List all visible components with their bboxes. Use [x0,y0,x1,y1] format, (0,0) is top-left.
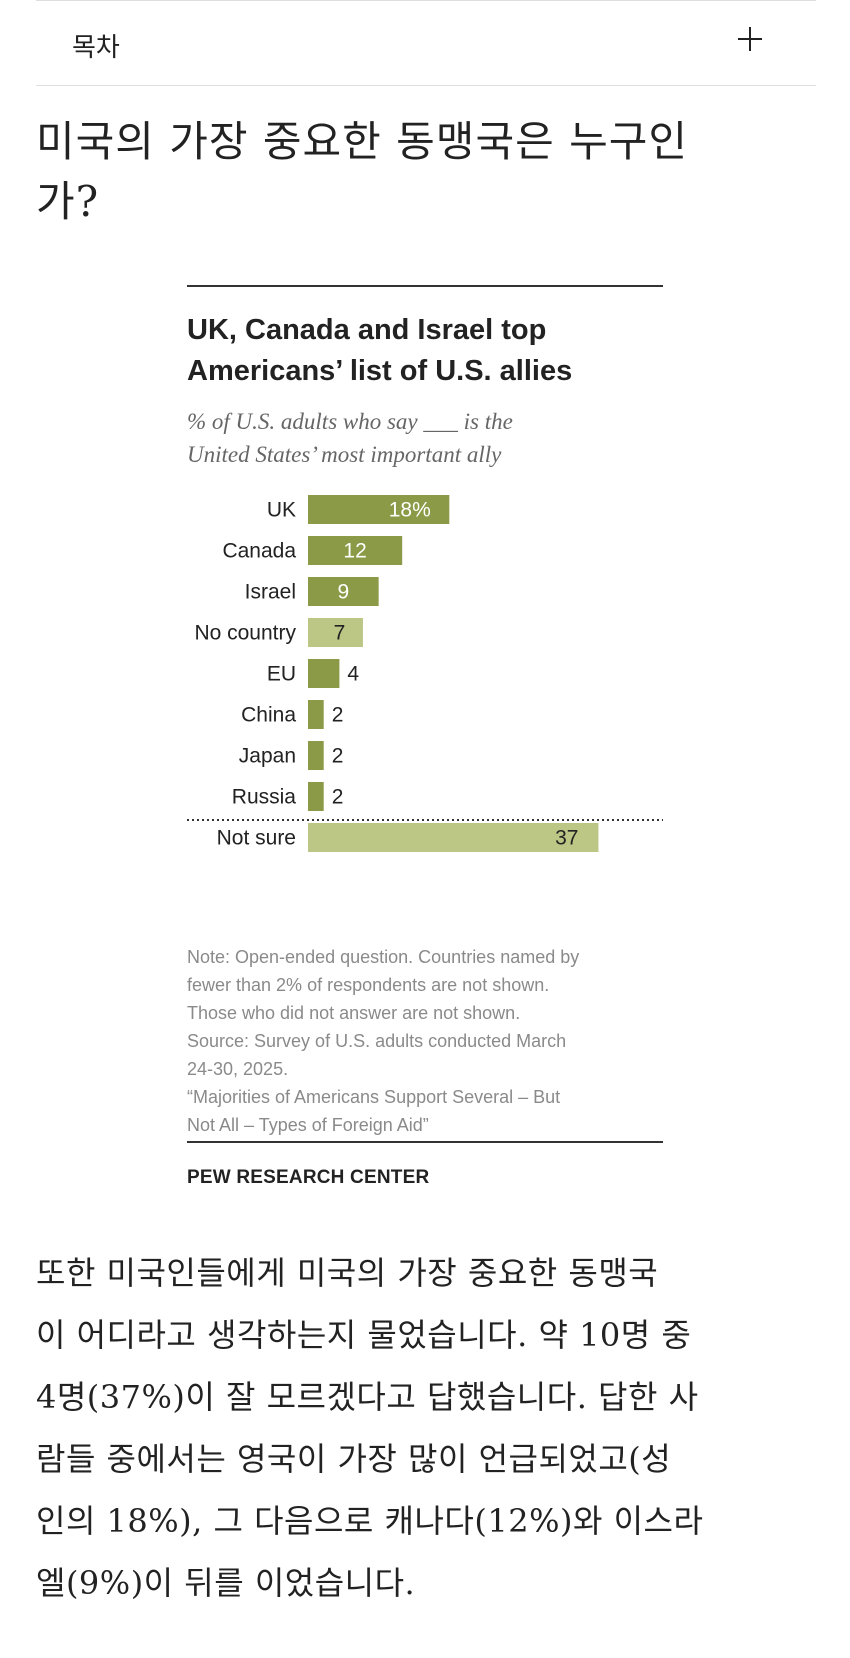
value-label: 7 [334,622,346,645]
value-label: 2 [332,745,344,768]
category-label: EU [267,663,296,686]
value-label: 4 [347,663,359,686]
note-line: “Majorities of Americans Support Several… [187,1087,561,1107]
bar-no-country [308,618,363,647]
chart-subtitle-line: United States’ most important ally [187,442,502,467]
paragraph-line: 4명(37%)이 잘 모르겠다고 답했습니다. 답한 사 [36,1378,699,1416]
chart-figure: UK, Canada and Israel top Americans’ lis… [187,285,663,1213]
figure-top-rule [187,285,663,287]
chart-title: UK, Canada and Israel top Americans’ lis… [187,310,663,392]
chart-title-line: UK, Canada and Israel top [187,314,547,346]
note-line: Source: Survey of U.S. adults conducted … [187,1031,567,1051]
bar-russia [308,782,324,811]
article-paragraph: 또한 미국인들에게 미국의 가장 중요한 동맹국 이 어디라고 생각하는지 물었… [36,1242,816,1614]
toc-label: 목차 [72,33,120,63]
value-label: 18% [389,499,431,522]
note-line: Not All – Types of Foreign Aid” [187,1115,429,1135]
bar-eu [308,659,340,688]
page-heading: 미국의 가장 중요한 동맹국은 누구인 가? [36,112,796,232]
chart-title-line: Americans’ list of U.S. allies [187,355,573,387]
value-label: 2 [332,786,344,809]
source-organization: PEW RESEARCH CENTER [187,1167,430,1188]
category-label: No country [194,622,296,645]
paragraph-line: 엘(9%)이 뒤를 이었습니다. [36,1564,416,1602]
plus-icon[interactable] [736,25,764,53]
category-label: Israel [245,581,296,604]
paragraph-line: 인의 18%), 그 다음으로 캐나다(12%)와 이스라 [36,1502,704,1540]
paragraph-line: 람들 중에서는 영국이 가장 많이 언급되었고(성 [36,1440,672,1478]
bar-not-sure [308,823,599,852]
note-line: fewer than 2% of respondents are not sho… [187,975,550,995]
bar-china [308,700,324,729]
category-label: Russia [232,786,297,809]
bar-israel [308,577,379,606]
value-label: 2 [332,704,344,727]
category-label: Not sure [217,827,296,850]
chart-subtitle-line: % of U.S. adults who say ___ is the [187,409,513,434]
bar-uk [308,495,450,524]
value-label: 9 [337,581,349,604]
note-line: Note: Open-ended question. Countries nam… [187,947,580,967]
bar-canada [308,536,403,565]
figure-bottom-rule [187,1141,663,1143]
value-label: 12 [343,540,366,563]
category-label: China [241,704,296,727]
heading-line: 미국의 가장 중요한 동맹국은 누구인 [36,117,689,166]
paragraph-line: 또한 미국인들에게 미국의 가장 중요한 동맹국 [36,1254,659,1292]
category-label: Canada [222,540,296,563]
category-label: UK [267,499,296,522]
bar-japan [308,741,324,770]
paragraph-line: 이 어디라고 생각하는지 물었습니다. 약 10명 중 [36,1316,692,1354]
category-label: Japan [239,745,296,768]
chart-subtitle: % of U.S. adults who say ___ is the Unit… [187,405,663,471]
bar-chart: UK 18% Canada 12 Israel 9 No country 7 EU 4 China 2… [187,495,663,852]
note-line: Those who did not answer are not shown. [187,1003,521,1023]
table-of-contents-toggle[interactable]: 목차 [36,0,816,86]
heading-line: 가? [36,177,100,226]
chart-notes: Note: Open-ended question. Countries nam… [187,943,663,1139]
note-line: 24-30, 2025. [187,1059,289,1079]
value-label: 37 [555,827,578,850]
